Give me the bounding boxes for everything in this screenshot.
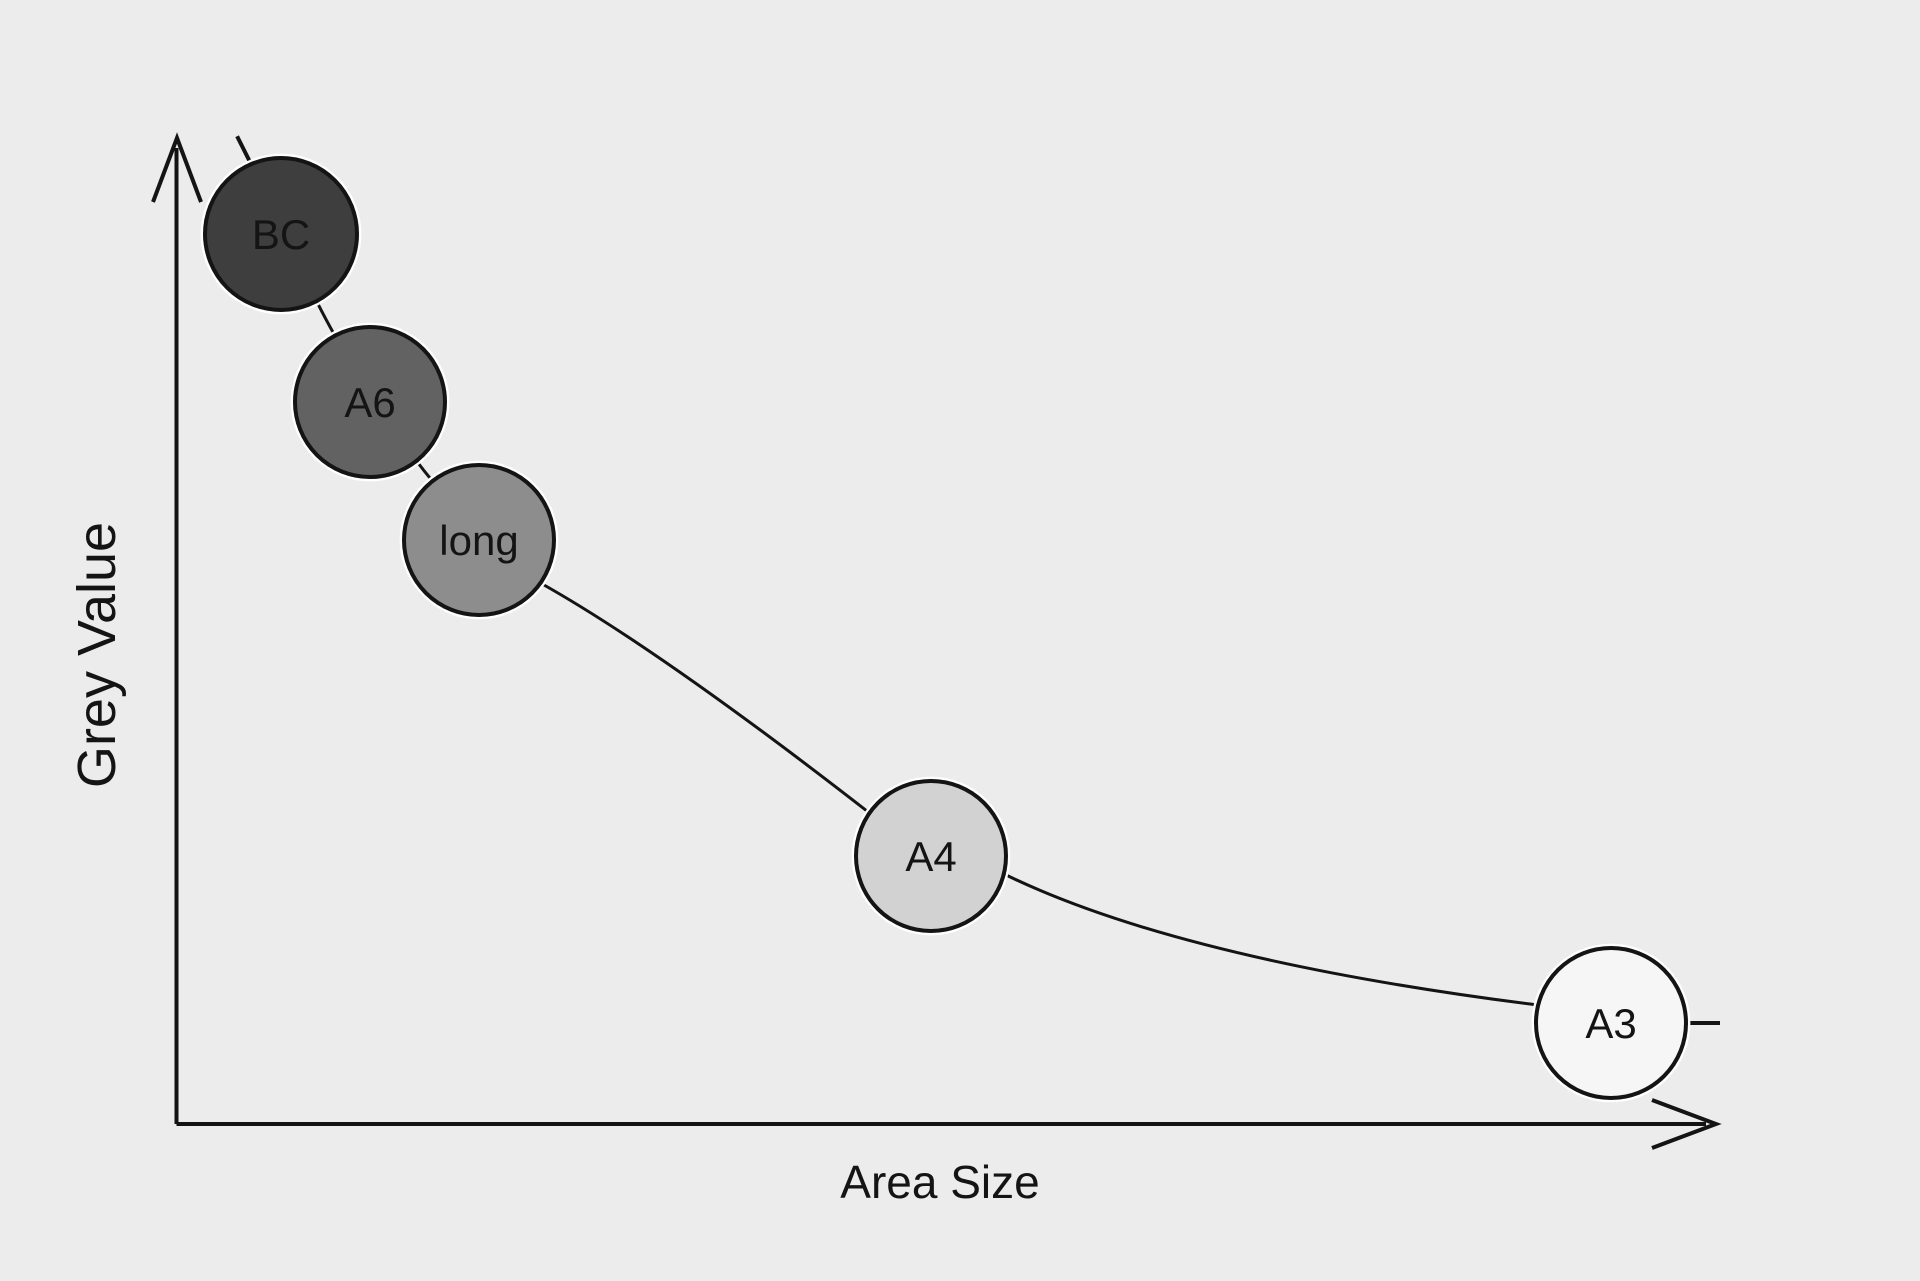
svg-text:BC: BC: [252, 211, 310, 258]
svg-text:Area Size: Area Size: [840, 1156, 1039, 1208]
svg-text:Grey Value: Grey Value: [67, 522, 127, 788]
svg-text:long: long: [439, 517, 518, 564]
svg-text:A6: A6: [344, 379, 395, 426]
svg-text:A4: A4: [905, 833, 956, 880]
svg-text:A3: A3: [1585, 1000, 1636, 1047]
